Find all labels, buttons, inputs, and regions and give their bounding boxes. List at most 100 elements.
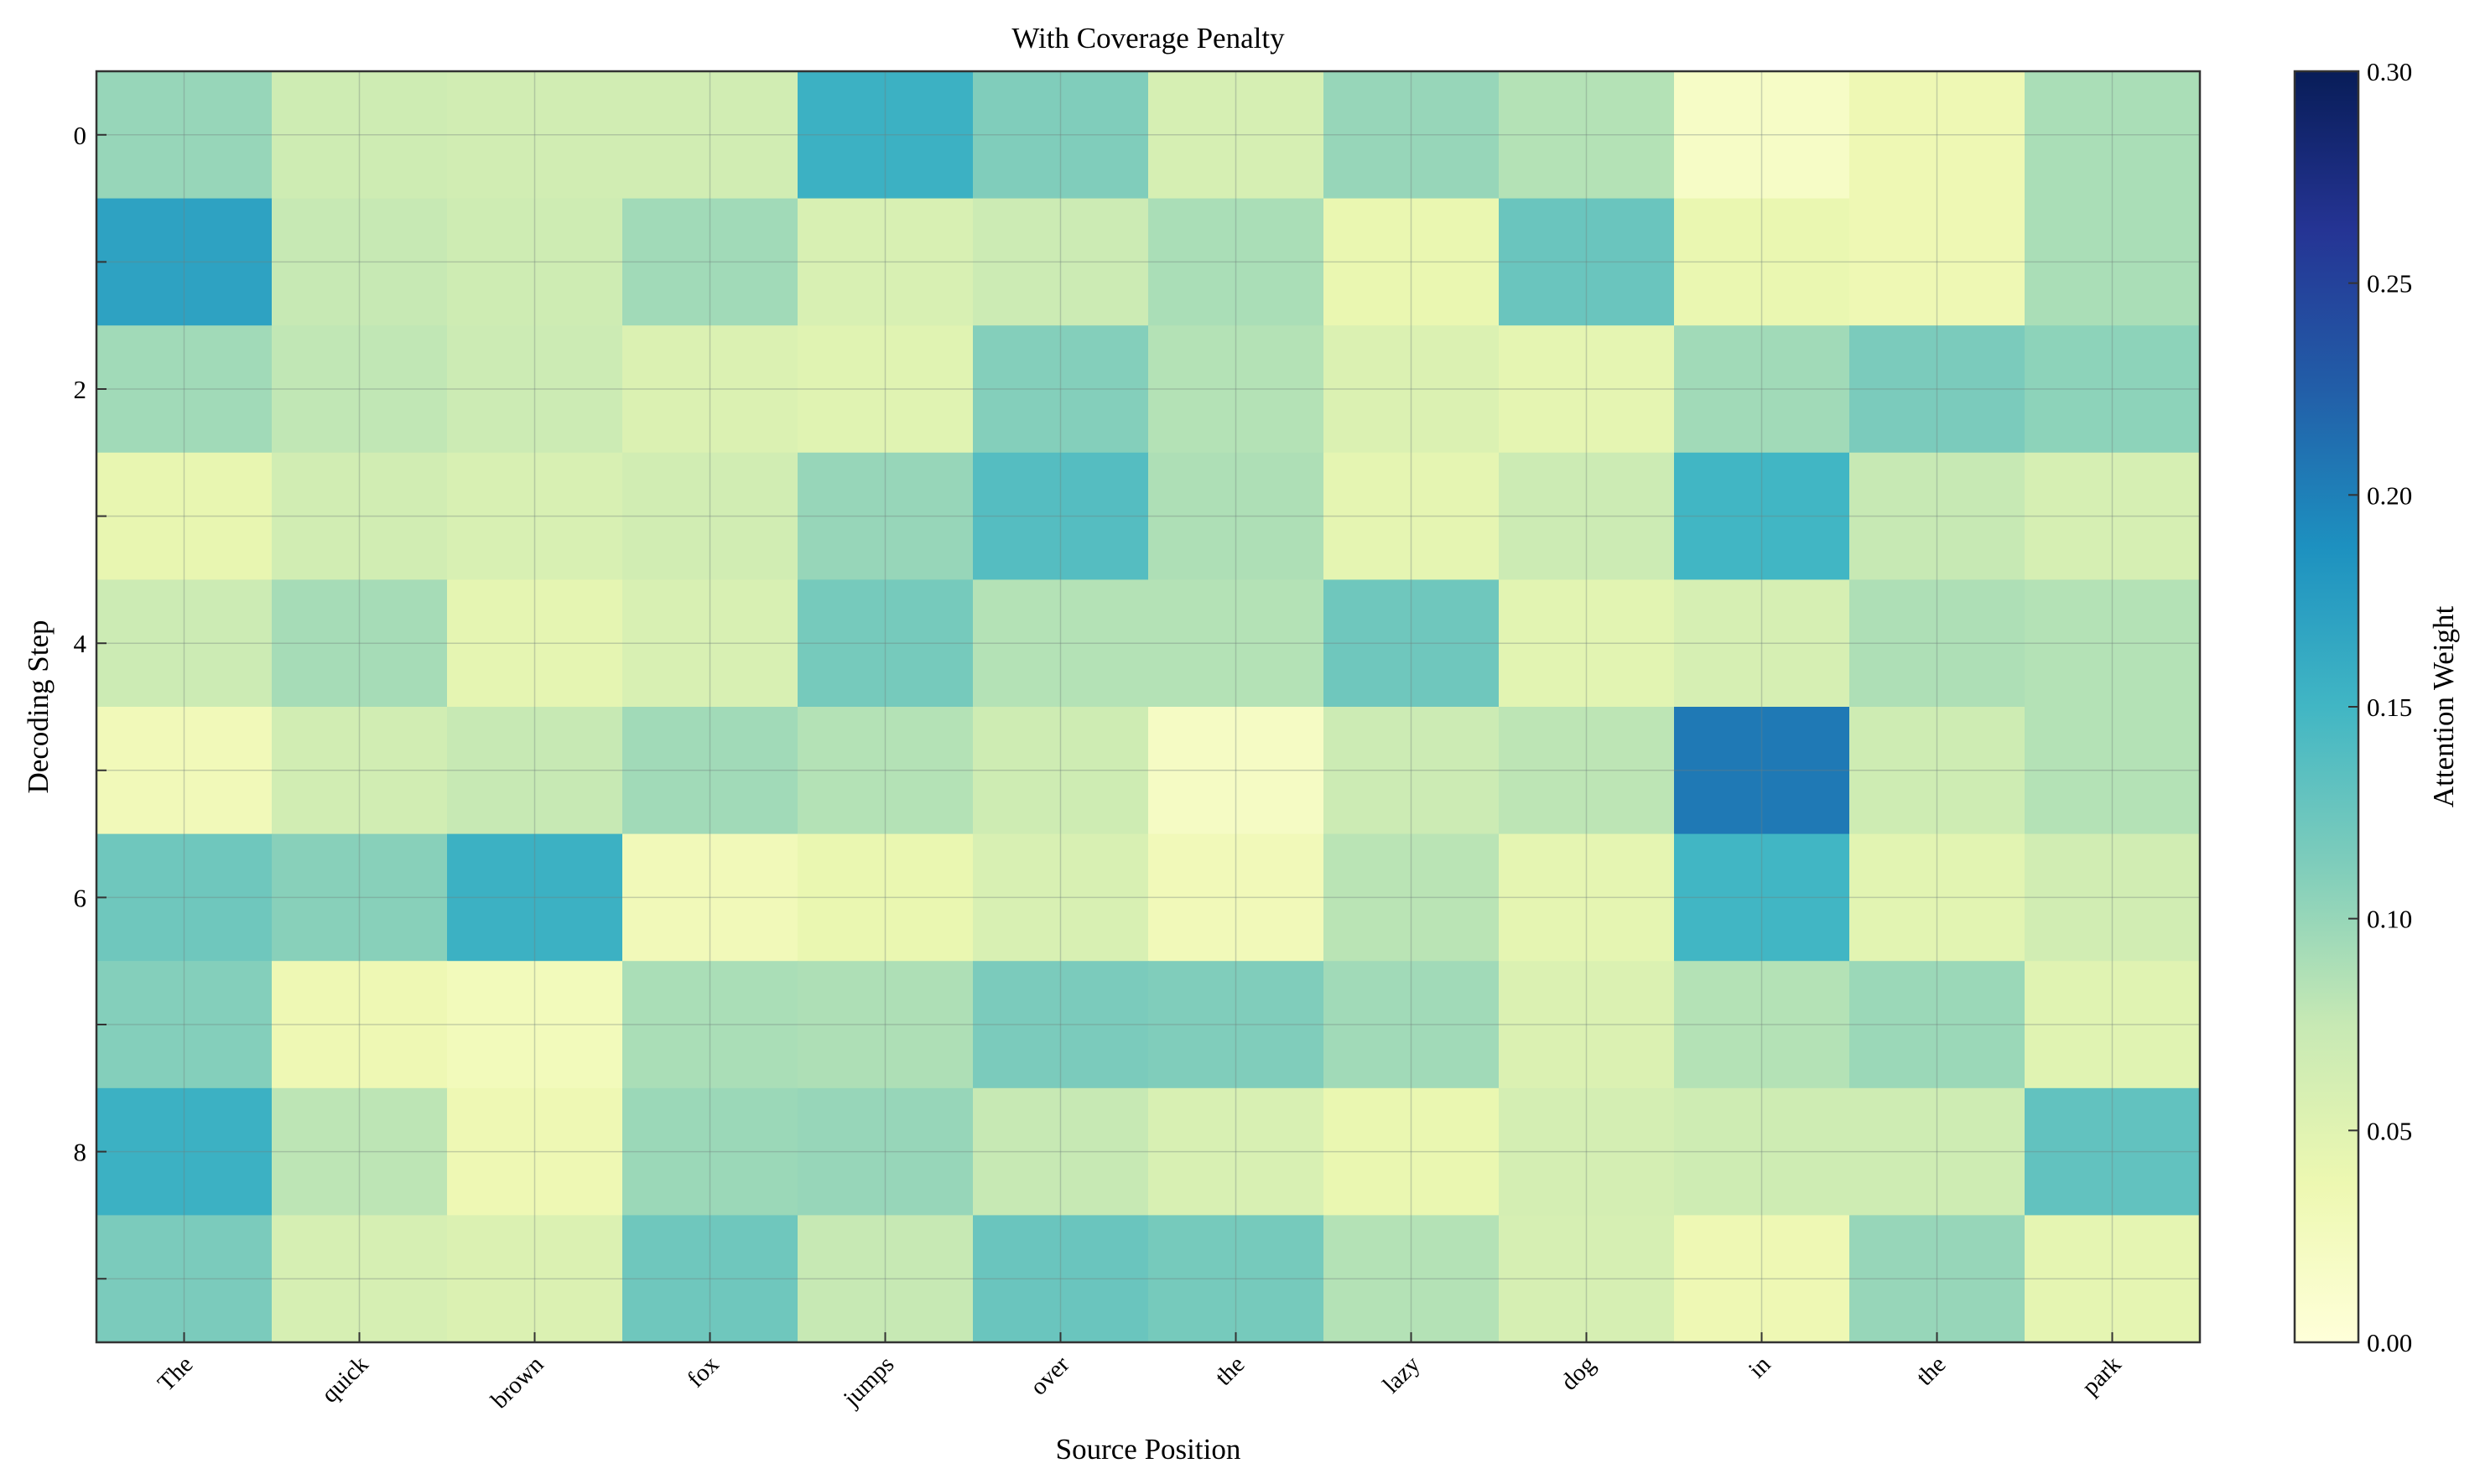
heatmap-cell-r4-c1 [272,579,448,708]
heatmap-cell-r7-c9 [1674,961,1850,1089]
colorbar-tick-label-3: 0.15 [2367,693,2412,722]
heatmap-cell-r7-c5 [973,961,1149,1089]
heatmap-cell-r9-c5 [973,1215,1149,1343]
y-tick-label-0: 0 [74,121,87,150]
heatmap-cell-r9-c11 [2025,1215,2201,1343]
heatmap-cell-r1-c7 [1323,198,1500,326]
heatmap-cell-r4-c10 [1849,579,2025,708]
heatmap-cell-r4-c5 [973,579,1149,708]
heatmap-cell-r9-c2 [447,1215,623,1343]
heatmap-cell-r9-c9 [1674,1215,1850,1343]
heatmap-cell-r7-c2 [447,961,623,1089]
heatmap-cell-r3-c5 [973,452,1149,580]
heatmap-cell-r6-c0 [96,833,273,962]
heatmap-cell-r0-c2 [447,71,623,200]
heatmap-cell-r4-c7 [1323,579,1500,708]
heatmap-cell-r5-c10 [1849,707,2025,835]
heatmap-cell-r0-c4 [798,71,974,200]
heatmap-cell-r3-c1 [272,452,448,580]
heatmap-cell-r0-c8 [1499,71,1675,200]
heatmap-cell-r5-c0 [96,707,273,835]
heatmap-cell-r5-c8 [1499,707,1675,835]
y-tick-label-3: 6 [74,883,87,912]
heatmap-cell-r4-c4 [798,579,974,708]
x-tick-label-6: the [1210,1351,1250,1391]
x-tick-label-0: The [153,1351,199,1397]
heatmap-cell-r2-c6 [1148,325,1324,454]
colorbar-label: Attention Weight [2427,605,2460,807]
heatmap-cell-r2-c3 [622,325,798,454]
heatmap-cell-r4-c6 [1148,579,1324,708]
heatmap-cell-r3-c10 [1849,452,2025,580]
heatmap-cell-r2-c2 [447,325,623,454]
heatmap-cell-r1-c8 [1499,198,1675,326]
heatmap-cell-r8-c5 [973,1087,1149,1216]
y-axis-label: Decoding Step [22,620,55,793]
heatmap-cell-r6-c1 [272,833,448,962]
heatmap-cell-r7-c0 [96,961,273,1089]
colorbar-ticks: 0.00 0.05 0.10 0.15 0.20 0.25 0.30 [2348,57,2412,1357]
heatmap-cell-r0-c11 [2025,71,2201,200]
heatmap-cell-r6-c7 [1323,833,1500,962]
heatmap-cell-r7-c6 [1148,961,1324,1089]
heatmap-cell-r5-c5 [973,707,1149,835]
heatmap-cell-r5-c2 [447,707,623,835]
x-tick-label-2: brown [486,1351,549,1414]
x-tick-label-8: dog [1556,1351,1600,1395]
heatmap-cell-r5-c7 [1323,707,1500,835]
heatmap-cell-r2-c0 [96,325,273,454]
heatmap-cell-r6-c2 [447,833,623,962]
heatmap-cell-r8-c8 [1499,1087,1675,1216]
colorbar-tick-label-4: 0.20 [2367,480,2412,510]
heatmap-cell-r3-c4 [798,452,974,580]
heatmap-cell-r1-c0 [96,198,273,326]
heatmap-cell-r4-c0 [96,579,273,708]
x-tick-label-9: in [1744,1351,1776,1383]
heatmap-cell-r8-c11 [2025,1087,2201,1216]
heatmap-cell-r6-c11 [2025,833,2201,962]
heatmap-cell-r2-c11 [2025,325,2201,454]
heatmap-cell-r8-c7 [1323,1087,1500,1216]
plot-frame [95,70,2202,1344]
heatmap-cell-r0-c7 [1323,71,1500,200]
heatmap-cell-r0-c10 [1849,71,2025,200]
heatmap-cell-r9-c7 [1323,1215,1500,1343]
y-tick-label-4: 8 [74,1138,87,1167]
heatmap-cell-r4-c3 [622,579,798,708]
heatmap-cell-r9-c8 [1499,1215,1675,1343]
grid-lines [96,71,2200,1342]
heatmap-cell-r6-c10 [1849,833,2025,962]
heatmap-cell-r1-c9 [1674,198,1850,326]
heatmap-cell-r5-c9 [1674,707,1850,835]
heatmap-cell-r1-c6 [1148,198,1324,326]
heatmap-cell-r4-c2 [447,579,623,708]
x-tick-label-5: over [1025,1351,1074,1400]
heatmap-cell-r2-c8 [1499,325,1675,454]
heatmap-cell-r8-c1 [272,1087,448,1216]
x-tick-label-7: lazy [1378,1351,1426,1398]
heatmap-cell-r5-c1 [272,707,448,835]
colorbar-tick-label-0: 0.00 [2367,1328,2412,1357]
heatmap-cell-r3-c9 [1674,452,1850,580]
heatmap-cell-r6-c4 [798,833,974,962]
heatmap-cell-r1-c1 [272,198,448,326]
heatmap-cell-r4-c8 [1499,579,1675,708]
heatmap-cell-r9-c6 [1148,1215,1324,1343]
y-tick-label-2: 4 [74,629,87,658]
heatmap-cell-r9-c4 [798,1215,974,1343]
heatmap-cell-r3-c0 [96,452,273,580]
x-tick-label-1: quick [316,1351,374,1409]
heatmap-cell-r1-c5 [973,198,1149,326]
heatmap-cell-r9-c10 [1849,1215,2025,1343]
heatmap-cell-r7-c1 [272,961,448,1089]
heatmap-cell-r0-c1 [272,71,448,200]
heatmap-cell-r8-c6 [1148,1087,1324,1216]
heatmap-cell-r2-c4 [798,325,974,454]
y-axis-ticks: 0 2 4 6 8 [74,121,107,1280]
heatmap-cell-r8-c9 [1674,1087,1850,1216]
heatmap-cell-r0-c9 [1674,71,1850,200]
heatmap-cell-r6-c3 [622,833,798,962]
heatmap-cell-r1-c3 [622,198,798,326]
heatmap-cell-r2-c10 [1849,325,2025,454]
